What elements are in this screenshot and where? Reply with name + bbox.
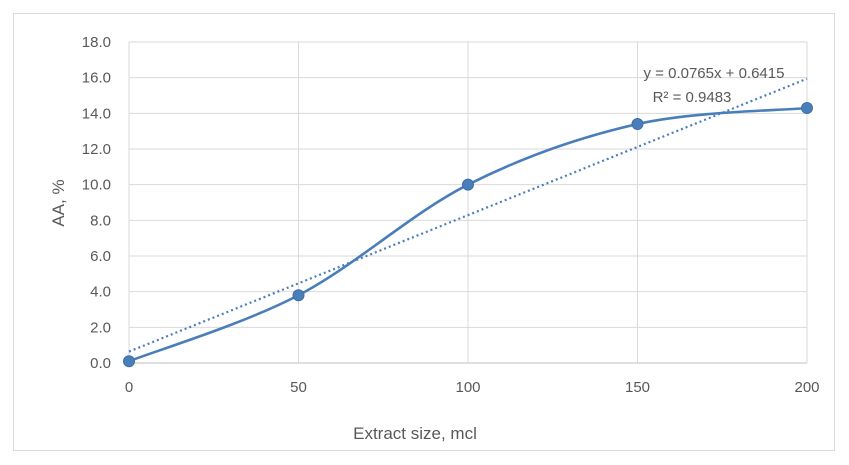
- gridlines: [128, 41, 808, 364]
- x-tick-label: 200: [794, 379, 819, 396]
- y-tick-label: 4.0: [90, 284, 111, 301]
- data-point: [801, 101, 813, 114]
- x-tick-label: 100: [455, 379, 480, 396]
- data-point: [123, 355, 135, 368]
- data-point: [462, 178, 474, 191]
- y-axis-title: AA, %: [49, 179, 68, 226]
- x-tick-label: 0: [125, 379, 133, 396]
- y-tick-label: 0.0: [90, 355, 111, 372]
- trendline-equation: y = 0.0765x + 0.6415: [644, 65, 785, 82]
- data-point: [292, 289, 305, 302]
- y-tick-label: 18.0: [82, 34, 111, 51]
- chart-area: [13, 13, 835, 451]
- x-tick-label: 50: [290, 379, 307, 396]
- x-tick-label: 150: [625, 379, 650, 396]
- linear-trendline: [128, 77, 808, 353]
- y-tick-label: 10.0: [82, 177, 111, 194]
- trendline-r-squared: R² = 0.9483: [653, 89, 732, 106]
- data-point: [631, 118, 644, 131]
- y-tick-label: 8.0: [90, 212, 111, 229]
- x-axis-title: Extract size, mcl: [353, 424, 477, 443]
- data-points: [123, 101, 813, 368]
- y-tick-label: 12.0: [82, 141, 111, 158]
- y-tick-label: 16.0: [82, 70, 111, 87]
- x-tick-labels: 0 50 100 150 200: [125, 379, 820, 396]
- y-tick-label: 6.0: [90, 248, 111, 265]
- y-tick-label: 14.0: [82, 105, 111, 122]
- y-tick-labels: 0.0 2.0 4.0 6.0 8.0 10.0 12.0 14.0 16.0 18.0: [82, 34, 111, 372]
- y-tick-label: 2.0: [90, 319, 111, 336]
